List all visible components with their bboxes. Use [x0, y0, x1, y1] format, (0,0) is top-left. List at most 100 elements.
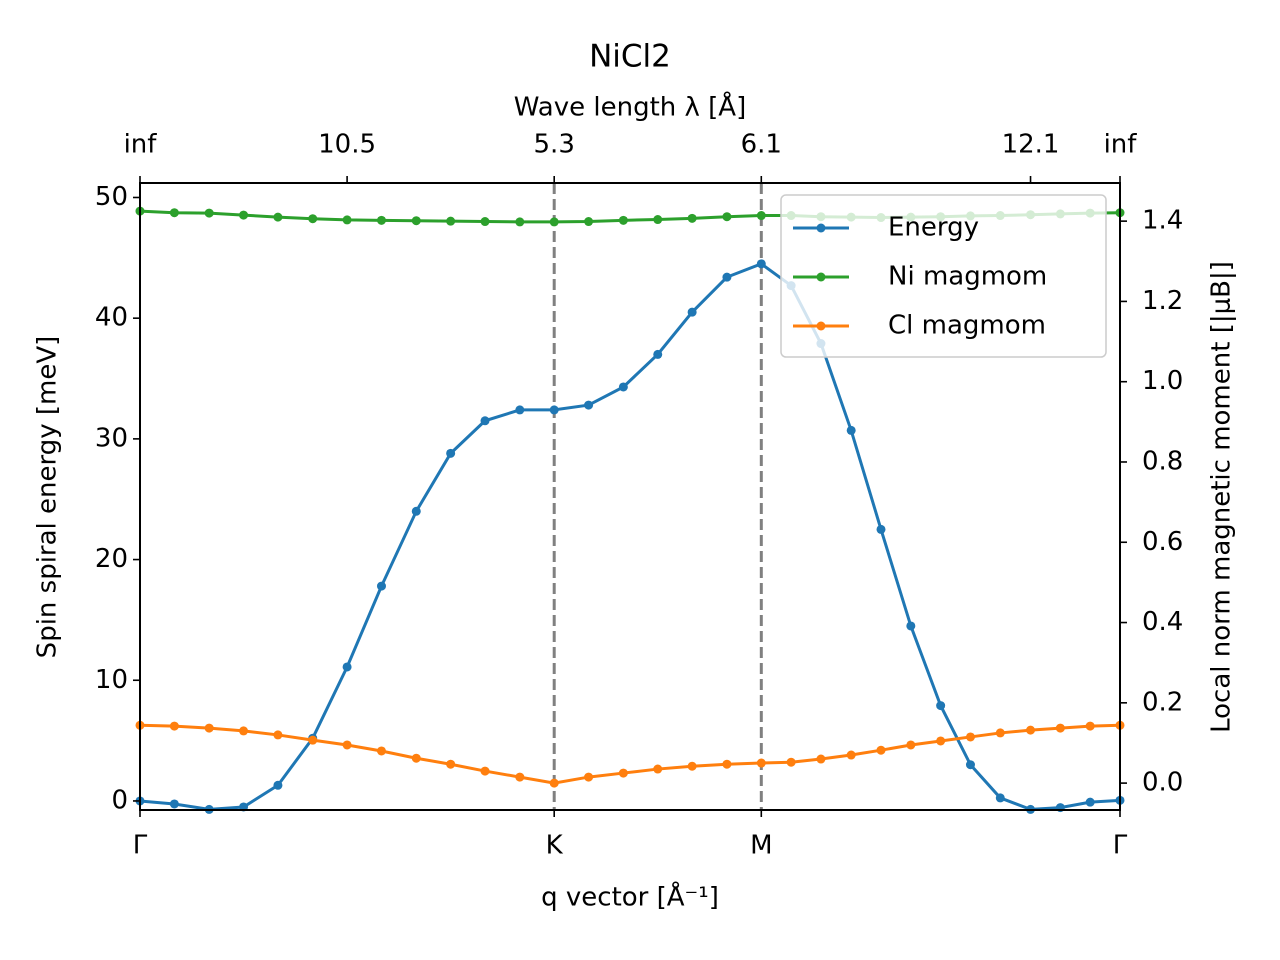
y2-tick-label: 0.2: [1142, 687, 1183, 717]
legend-marker: [816, 272, 826, 282]
marker: [653, 215, 663, 225]
marker: [1026, 725, 1036, 735]
marker: [273, 212, 283, 222]
marker: [936, 736, 946, 746]
marker: [308, 735, 318, 745]
marker: [846, 750, 856, 760]
x2-tick-label: 10.5: [318, 130, 376, 160]
y2-tick-label: 1.0: [1142, 366, 1183, 396]
marker: [756, 758, 766, 768]
y2-tick-label: 1.4: [1142, 206, 1183, 236]
marker: [515, 772, 525, 782]
marker: [169, 208, 179, 218]
x-tick-label: K: [546, 831, 564, 861]
marker: [1085, 721, 1095, 731]
plot-frame: [139, 182, 1121, 811]
y2-tick-label: 1.2: [1142, 286, 1183, 316]
marker: [1085, 797, 1095, 807]
marker: [480, 416, 490, 426]
marker: [722, 272, 732, 282]
x2-tick-label: inf: [124, 130, 158, 160]
marker: [687, 307, 697, 317]
marker: [965, 760, 975, 770]
marker: [584, 217, 594, 227]
marker: [1055, 723, 1065, 733]
marker: [756, 259, 766, 269]
marker: [786, 757, 796, 767]
legend-label: Ni magmom: [888, 262, 1047, 292]
marker: [273, 780, 283, 790]
marker: [376, 581, 386, 591]
marker: [411, 506, 421, 516]
marker: [876, 524, 886, 534]
marker: [376, 746, 386, 756]
marker: [584, 400, 594, 410]
y-tick-label: 50: [95, 182, 128, 212]
x2-tick-label: 5.3: [534, 130, 575, 160]
marker: [515, 217, 525, 227]
marker: [446, 216, 456, 226]
marker: [584, 772, 594, 782]
marker: [816, 754, 826, 764]
y-tick-label: 40: [95, 303, 128, 333]
marker: [618, 215, 628, 225]
marker: [446, 448, 456, 458]
y-tick-label: 0: [111, 785, 128, 815]
marker: [687, 213, 697, 223]
y2-tick-label: 0.8: [1142, 446, 1183, 476]
marker: [446, 759, 456, 769]
marker: [653, 349, 663, 359]
marker: [906, 621, 916, 631]
y-tick-label: 30: [95, 423, 128, 453]
marker: [995, 728, 1005, 738]
x-axis-label: q vector [Å⁻¹]: [541, 881, 719, 913]
marker: [722, 212, 732, 222]
marker: [965, 732, 975, 742]
marker: [876, 745, 886, 755]
legend-label: Energy: [888, 213, 979, 243]
x2-axis-label: Wave length λ [Å]: [514, 91, 747, 123]
marker: [411, 753, 421, 763]
marker: [204, 723, 214, 733]
marker: [936, 701, 946, 711]
x2-tick-label: inf: [1104, 130, 1138, 160]
marker: [273, 730, 283, 740]
x-tick-label: M: [750, 831, 772, 861]
y-tick-label: 10: [95, 665, 128, 695]
marker: [756, 211, 766, 221]
marker: [515, 405, 525, 415]
marker: [906, 740, 916, 750]
marker: [846, 425, 856, 435]
y-axis-label: Spin spiral energy [meV]: [33, 336, 63, 659]
x2-tick-label: 12.1: [1002, 130, 1060, 160]
y2-tick-label: 0.6: [1142, 527, 1183, 557]
marker: [342, 740, 352, 750]
marker: [618, 382, 628, 392]
marker: [480, 766, 490, 776]
x-tick-label: Γ: [133, 831, 148, 861]
marker: [308, 214, 318, 224]
legend-label: Cl magmom: [888, 311, 1046, 341]
legend-box: [780, 194, 1107, 358]
marker: [687, 761, 697, 771]
marker: [204, 208, 214, 218]
marker: [376, 215, 386, 225]
y2-axis-label: Local norm magnetic moment [|μB|]: [1207, 261, 1237, 733]
chart-title: NiCl2: [589, 39, 671, 75]
legend-marker: [816, 321, 826, 331]
marker: [480, 217, 490, 227]
marker: [239, 210, 249, 220]
y2-tick-label: 0.4: [1142, 607, 1183, 637]
legend-marker: [816, 223, 826, 233]
y-tick-label: 20: [95, 544, 128, 574]
marker: [239, 726, 249, 736]
marker: [169, 721, 179, 731]
marker: [169, 799, 179, 809]
marker: [653, 764, 663, 774]
marker: [995, 793, 1005, 803]
marker: [549, 778, 559, 788]
marker: [411, 216, 421, 226]
marker: [342, 662, 352, 672]
